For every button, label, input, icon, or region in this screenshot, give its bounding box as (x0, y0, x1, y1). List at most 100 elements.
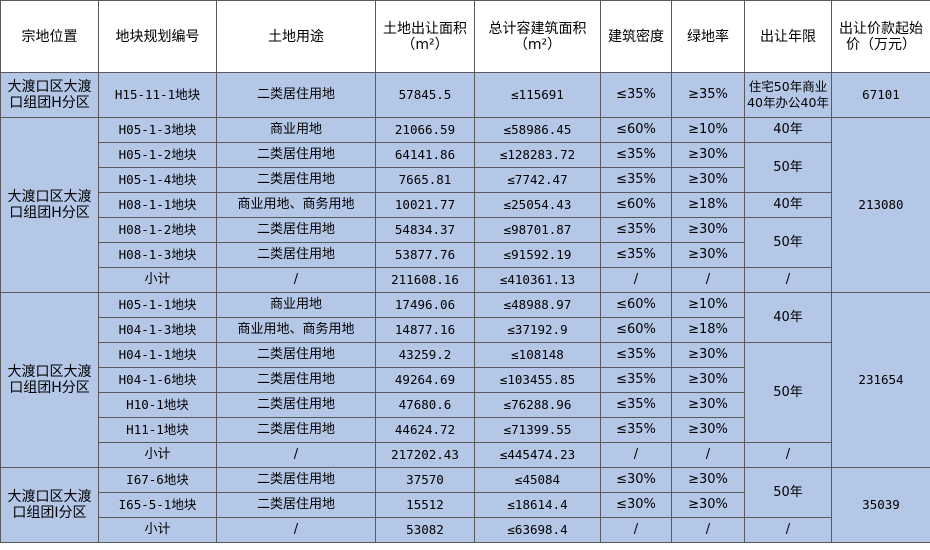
table-row: 大渡口区大渡口组团H分区 H05-1-3地块 商业用地 21066.59 ≤58… (0, 117, 930, 293)
density-cell: ≤35% (600, 392, 672, 418)
green-cell: ≥18% (671, 192, 745, 218)
green-cell: / (671, 517, 745, 543)
land-use-cell: 二类居住用地 (216, 417, 376, 443)
density-cell: ≤30% (600, 467, 672, 493)
land-use-cell: 商业用地、商务用地 (216, 317, 376, 343)
plot-code-cell: I65-5-1地块 (98, 492, 217, 518)
area-cell: 15512 (375, 492, 475, 518)
price-cell: 213080 (831, 117, 930, 293)
table-row: H05-1-2地块 二类居住用地 64141.86 ≤128283.72 ≤35… (1, 142, 930, 193)
green-cell: ≥30% (671, 142, 745, 168)
gfa-cell: ≤410361.13 (474, 267, 601, 293)
land-use-cell: 二类居住用地 (216, 217, 376, 243)
plot-code-cell: H05-1-3地块 (98, 117, 217, 143)
density-cell: ≤35% (600, 217, 672, 243)
header-green: 绿地率 (671, 0, 745, 73)
land-use-cell: 二类居住用地 (216, 492, 376, 518)
table-row: H04-1-3地块 商业用地、商务用地 14877.16 ≤37192.9 ≤6… (1, 317, 930, 343)
density-cell: ≤35% (600, 417, 672, 443)
density-cell: / (600, 442, 672, 468)
area-cell: 64141.86 (375, 142, 475, 168)
area-cell: 43259.2 (375, 342, 475, 368)
header-land-use: 土地用途 (216, 0, 376, 73)
area-cell: 44624.72 (375, 417, 475, 443)
plot-code-cell: H04-1-3地块 (98, 317, 217, 343)
area-cell: 211608.16 (375, 267, 475, 293)
gfa-cell: ≤76288.96 (474, 392, 601, 418)
density-cell: ≤35% (600, 342, 672, 368)
area-cell: 21066.59 (375, 117, 475, 143)
area-cell: 7665.81 (375, 167, 475, 193)
subtotal-label: 小计 (98, 267, 217, 293)
years-cell: 40年 (744, 292, 832, 343)
green-cell: ≥30% (671, 492, 745, 518)
plot-code-cell: I67-6地块 (98, 467, 217, 493)
density-cell: ≤60% (600, 292, 672, 318)
gfa-cell: ≤115691 (474, 72, 601, 118)
plot-code-cell: H10-1地块 (98, 392, 217, 418)
subtotal-row: 小计 / 211608.16 ≤410361.13 / / / (1, 267, 930, 293)
area-cell: 49264.69 (375, 367, 475, 393)
density-cell: ≤60% (600, 192, 672, 218)
gfa-cell: ≤445474.23 (474, 442, 601, 468)
density-cell: ≤60% (600, 117, 672, 143)
plot-code-cell: H05-1-2地块 (98, 142, 217, 168)
subtotal-label: 小计 (98, 442, 217, 468)
years-cell: 40年 (744, 117, 832, 143)
plot-code-cell: H08-1-3地块 (98, 242, 217, 268)
land-use-cell: 商业用地 (216, 117, 376, 143)
years-cell: 40年 (744, 192, 832, 218)
area-cell: 14877.16 (375, 317, 475, 343)
green-cell: ≥10% (671, 292, 745, 318)
header-price-line2: 价（万元） (846, 36, 916, 53)
density-cell: ≤35% (600, 72, 672, 118)
density-cell: ≤35% (600, 242, 672, 268)
land-use-cell: 二类居住用地 (216, 392, 376, 418)
table-row: H10-1地块 二类居住用地 47680.6 ≤76288.96 ≤35% ≥3… (1, 392, 930, 418)
gfa-cell: ≤25054.43 (474, 192, 601, 218)
area-cell: 54834.37 (375, 217, 475, 243)
table-row: H08-1-2地块 二类居住用地 54834.37 ≤98701.87 ≤35%… (1, 217, 930, 268)
plot-code-cell: H05-1-1地块 (98, 292, 217, 318)
gfa-cell: ≤71399.55 (474, 417, 601, 443)
header-gfa-unit: （m²） (513, 36, 562, 53)
green-cell: ≥35% (671, 72, 745, 118)
gfa-cell: ≤7742.47 (474, 167, 601, 193)
density-cell: ≤35% (600, 167, 672, 193)
location-cell: 大渡口区大渡口组团H分区 (0, 292, 99, 468)
header-plot-code: 地块规划编号 (98, 0, 217, 73)
land-use-cell: 商业用地、商务用地 (216, 192, 376, 218)
table-row: 大渡口区大渡口组团H分区 H15-11-1地块 二类居住用地 57845.5 ≤… (0, 72, 930, 118)
green-cell: ≥30% (671, 217, 745, 243)
plot-code-cell: H15-11-1地块 (98, 72, 217, 118)
green-cell: ≥30% (671, 467, 745, 493)
green-cell: ≥30% (671, 417, 745, 443)
plot-code-cell: H04-1-6地块 (98, 367, 217, 393)
subtotal-label: 小计 (98, 517, 217, 543)
table-row: H04-1-1地块 二类居住用地 43259.2 ≤108148 ≤35% ≥3… (1, 342, 930, 443)
table-row: 大渡口区大渡口组团I分区 I67-6地块 二类居住用地 37570 ≤45084… (0, 467, 930, 543)
density-cell: / (600, 517, 672, 543)
subtotal-row: 小计 / 53082 ≤63698.4 / / / (1, 517, 930, 543)
price-cell: 67101 (831, 72, 930, 118)
years-cell: 50年 (744, 342, 832, 443)
header-price: 出让价款起始 价（万元） (831, 0, 930, 73)
area-cell: 217202.43 (375, 442, 475, 468)
area-cell: 53877.76 (375, 242, 475, 268)
area-cell: 57845.5 (375, 72, 475, 118)
gfa-cell: ≤98701.87 (474, 217, 601, 243)
header-row: 宗地位置 地块规划编号 土地用途 土地出让面积 （m²） 总计容建筑面积 （m²） … (0, 0, 930, 73)
header-gfa: 总计容建筑面积 （m²） (474, 0, 601, 73)
density-cell: ≤35% (600, 367, 672, 393)
location-cell: 大渡口区大渡口组团I分区 (0, 467, 99, 543)
density-cell: ≤60% (600, 317, 672, 343)
gfa-cell: ≤58986.45 (474, 117, 601, 143)
years-cell: / (744, 517, 832, 543)
green-cell: ≥10% (671, 117, 745, 143)
area-cell: 47680.6 (375, 392, 475, 418)
years-cell: / (744, 267, 832, 293)
header-location: 宗地位置 (0, 0, 99, 73)
header-years: 出让年限 (744, 0, 832, 73)
table-row: H04-1-6地块 二类居住用地 49264.69 ≤103455.85 ≤35… (1, 367, 930, 393)
table-row: H05-1-4地块 二类居住用地 7665.81 ≤7742.47 ≤35% ≥… (1, 167, 930, 193)
